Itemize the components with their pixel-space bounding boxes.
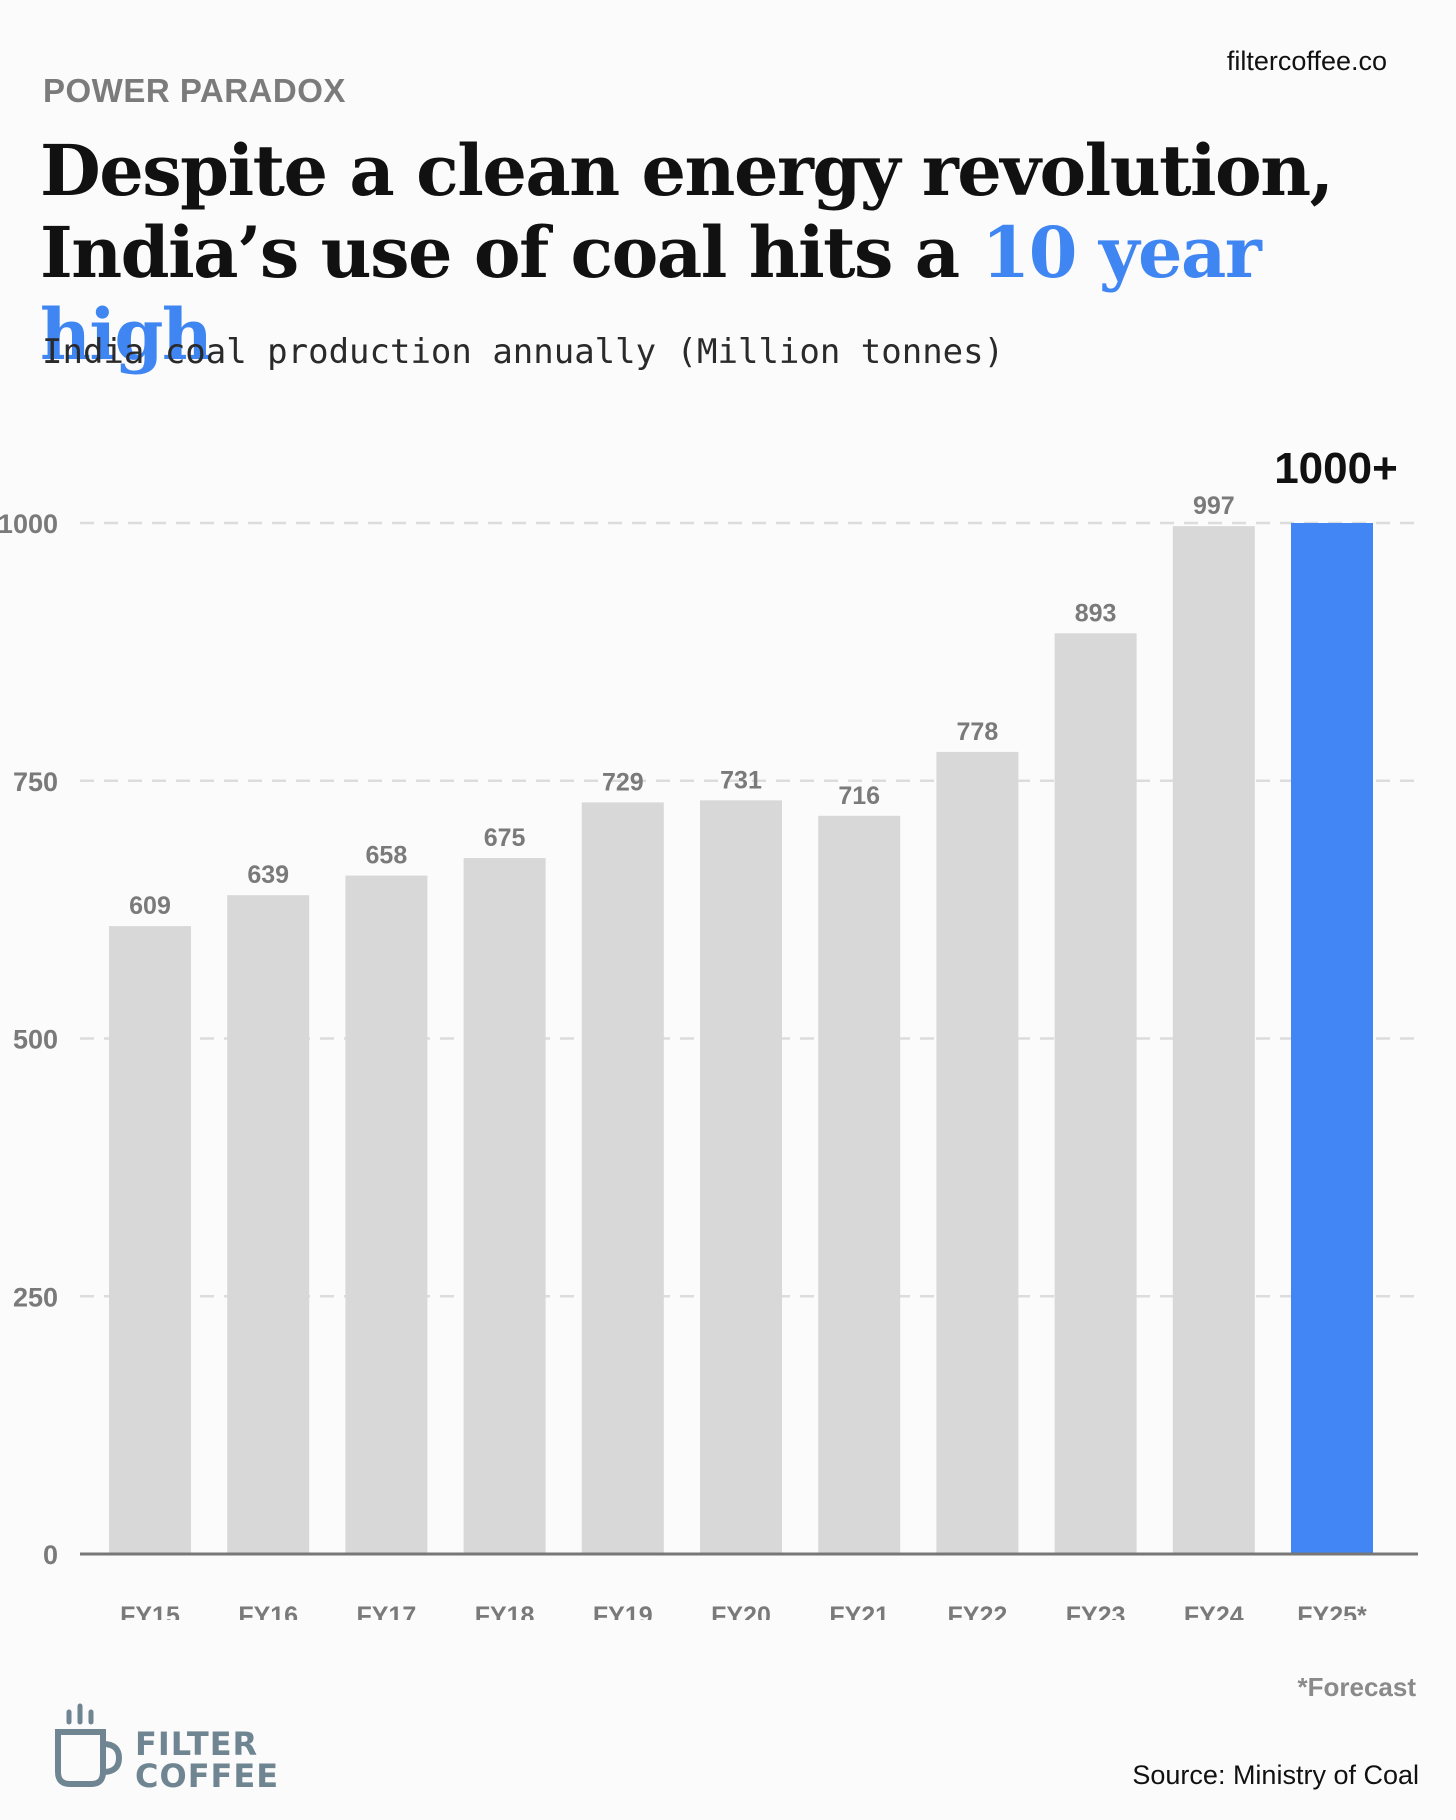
data-label: 675 — [484, 824, 526, 852]
headline-line1: Despite a clean energy revolution, — [40, 129, 1334, 212]
site-url: filtercoffee.co — [1226, 46, 1387, 76]
x-tick-label: FY17 — [357, 1602, 417, 1620]
bar-fy24 — [1172, 526, 1255, 1554]
y-tick-label: 750 — [13, 767, 58, 797]
forecast-footnote: *Forecast — [1297, 1672, 1417, 1702]
logo-line2: COFFEE — [135, 1757, 280, 1795]
x-tick-label: FY23 — [1066, 1602, 1126, 1620]
data-label: 729 — [602, 768, 644, 796]
data-label: 1000+ — [1274, 444, 1398, 493]
source-note: Source: Ministry of Coal — [1132, 1760, 1419, 1790]
data-label: 778 — [957, 718, 999, 746]
data-label: 609 — [129, 892, 171, 920]
x-tick-label: FY24 — [1184, 1602, 1244, 1620]
filter-coffee-logo: FILTER COFFEE — [55, 1700, 295, 1800]
coffee-cup-icon — [55, 1703, 123, 1787]
bar-fy22 — [936, 751, 1019, 1554]
x-tick-label: FY21 — [829, 1602, 889, 1620]
y-tick-label: 0 — [43, 1540, 58, 1570]
x-tick-label: FY18 — [475, 1602, 535, 1620]
bar-fy15 — [109, 926, 191, 1554]
data-label: 893 — [1075, 599, 1117, 627]
bar-fy19 — [581, 802, 664, 1554]
y-tick-label: 1000 — [0, 509, 58, 539]
x-tick-label: FY25* — [1297, 1602, 1367, 1620]
bar-fy21 — [818, 815, 901, 1554]
y-tick-label: 250 — [13, 1282, 58, 1312]
bar-fy16 — [227, 895, 310, 1554]
data-label: 658 — [366, 842, 408, 870]
bar-fy18 — [463, 858, 546, 1554]
x-tick-label: FY22 — [948, 1602, 1008, 1620]
x-tick-label: FY19 — [593, 1602, 653, 1620]
kicker: POWER PARADOX — [43, 72, 346, 109]
y-tick-label: 500 — [13, 1025, 58, 1055]
logo-wordmark: FILTER COFFEE — [135, 1728, 279, 1792]
logo-line1: FILTER — [135, 1725, 259, 1763]
bar-chart: 0 250 500 750 1000 609 FY15 639 FY16 658 FY17 675 FY… — [0, 444, 1418, 1620]
bar-fy25 — [1291, 523, 1373, 1554]
data-label: 997 — [1193, 492, 1235, 520]
bar-fy20 — [700, 800, 782, 1554]
x-tick-label: FY20 — [711, 1602, 771, 1620]
chart-subtitle: India coal production annually (Million … — [42, 332, 1005, 372]
headline: Despite a clean energy revolution, India… — [40, 130, 1400, 376]
bar-fy17 — [345, 875, 428, 1554]
data-label: 716 — [838, 782, 880, 810]
x-tick-label: FY16 — [238, 1602, 298, 1620]
data-label: 731 — [720, 766, 762, 794]
headline-line2-prefix: India’s use of coal hits a — [40, 211, 982, 294]
data-label: 639 — [247, 861, 289, 889]
x-tick-label: FY15 — [120, 1602, 180, 1620]
bar-fy23 — [1054, 633, 1137, 1554]
headline-highlight: 10 year high — [40, 211, 1262, 376]
